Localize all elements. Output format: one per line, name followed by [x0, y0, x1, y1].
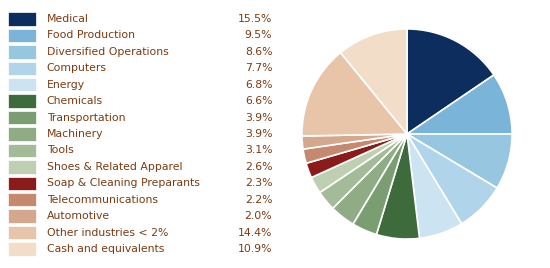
Text: Other industries < 2%: Other industries < 2%: [47, 228, 168, 238]
Text: 3.9%: 3.9%: [245, 113, 272, 122]
Text: 2.6%: 2.6%: [245, 162, 272, 172]
FancyBboxPatch shape: [8, 226, 36, 239]
Text: Telecommunications: Telecommunications: [47, 195, 158, 205]
FancyBboxPatch shape: [8, 210, 36, 223]
Wedge shape: [376, 134, 420, 239]
Text: 3.1%: 3.1%: [245, 146, 272, 155]
Text: 15.5%: 15.5%: [238, 14, 272, 24]
Text: 9.5%: 9.5%: [245, 30, 272, 40]
FancyBboxPatch shape: [8, 160, 36, 174]
Text: Diversified Operations: Diversified Operations: [47, 47, 168, 57]
FancyBboxPatch shape: [8, 193, 36, 206]
FancyBboxPatch shape: [8, 127, 36, 141]
FancyBboxPatch shape: [8, 144, 36, 157]
FancyBboxPatch shape: [8, 62, 36, 75]
Text: Shoes & Related Apparel: Shoes & Related Apparel: [47, 162, 182, 172]
Text: Food Production: Food Production: [47, 30, 135, 40]
Wedge shape: [302, 134, 407, 149]
Text: 2.0%: 2.0%: [245, 211, 272, 221]
Text: Medical: Medical: [47, 14, 89, 24]
FancyBboxPatch shape: [8, 177, 36, 190]
Wedge shape: [306, 134, 407, 177]
Text: Soap & Cleaning Preparants: Soap & Cleaning Preparants: [47, 178, 200, 188]
Text: Automotive: Automotive: [47, 211, 110, 221]
FancyBboxPatch shape: [8, 94, 36, 108]
Wedge shape: [407, 75, 512, 134]
FancyBboxPatch shape: [8, 111, 36, 124]
FancyBboxPatch shape: [8, 78, 36, 91]
Wedge shape: [407, 134, 512, 188]
Text: 6.8%: 6.8%: [245, 80, 272, 90]
Text: Energy: Energy: [47, 80, 85, 90]
Text: 2.3%: 2.3%: [245, 178, 272, 188]
Text: Cash and equivalents: Cash and equivalents: [47, 244, 164, 254]
Text: Chemicals: Chemicals: [47, 96, 103, 106]
Text: 3.9%: 3.9%: [245, 129, 272, 139]
Wedge shape: [302, 53, 407, 136]
Wedge shape: [407, 134, 461, 238]
Wedge shape: [340, 29, 407, 134]
FancyBboxPatch shape: [8, 45, 36, 58]
Wedge shape: [353, 134, 407, 234]
Text: 2.2%: 2.2%: [245, 195, 272, 205]
Text: Machinery: Machinery: [47, 129, 103, 139]
Wedge shape: [407, 29, 494, 134]
Text: 6.6%: 6.6%: [245, 96, 272, 106]
Wedge shape: [311, 134, 407, 192]
Wedge shape: [333, 134, 407, 224]
Wedge shape: [320, 134, 407, 208]
Text: Tools: Tools: [47, 146, 74, 155]
Wedge shape: [407, 134, 497, 224]
FancyBboxPatch shape: [8, 12, 36, 26]
Text: Computers: Computers: [47, 63, 107, 73]
Text: 8.6%: 8.6%: [245, 47, 272, 57]
Text: 14.4%: 14.4%: [238, 228, 272, 238]
FancyBboxPatch shape: [8, 242, 36, 256]
Text: Transportation: Transportation: [47, 113, 125, 122]
FancyBboxPatch shape: [8, 29, 36, 42]
Text: 7.7%: 7.7%: [245, 63, 272, 73]
Wedge shape: [303, 134, 407, 163]
Text: 10.9%: 10.9%: [238, 244, 272, 254]
